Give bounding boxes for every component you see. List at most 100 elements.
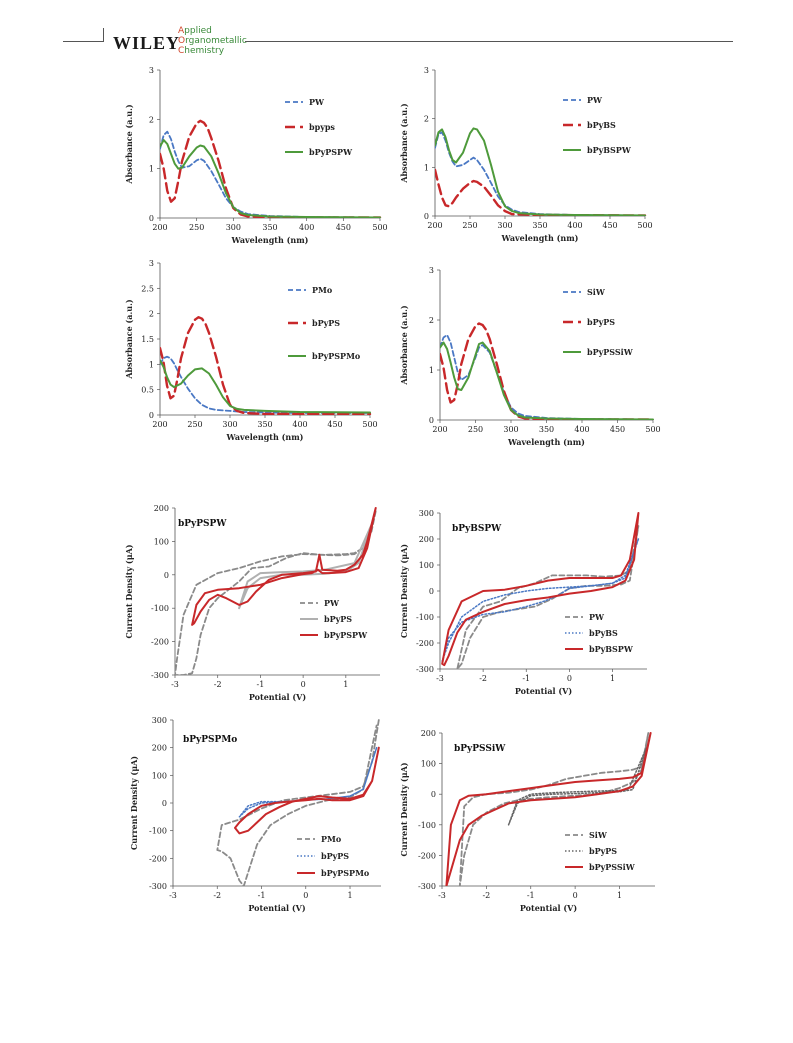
legend-label: SiW: [587, 287, 606, 297]
x-tick-label: 250: [462, 221, 477, 230]
uv-vis-chart-bpybs: 200 250 300 350 400 450 500 0 1 2 3 Wavelength (nm)…: [399, 66, 653, 243]
x-tick-label: -1: [527, 891, 535, 900]
x-tick-label: -3: [171, 680, 179, 689]
x-tick-label: 1: [343, 680, 348, 689]
legend-label: bPyBS: [589, 628, 618, 638]
y-axis-label: Absorbance (a.u.): [399, 305, 409, 386]
plot-area: 200 250 300 350 400 450 500 0 0.5 1 1.5 2 2.5 3 Wavele…: [124, 259, 378, 442]
series-line-pmo: [160, 355, 371, 414]
series-line-pmo: [216, 719, 380, 886]
x-axis-label: Wavelength (nm): [226, 432, 304, 442]
legend-label: PW: [309, 97, 325, 107]
series-line-bpyps: [160, 316, 372, 415]
series-line-siw: [458, 732, 650, 886]
y-tick-label: 0: [162, 799, 167, 808]
y-tick-label: 100: [419, 561, 434, 570]
y-tick-label: 0: [429, 416, 434, 425]
series-line-bpybspw: [441, 512, 640, 667]
series-line-bpypssiw: [445, 732, 652, 886]
legend-label: PMo: [312, 285, 333, 295]
y-axis-label: Absorbance (a.u.): [399, 103, 409, 184]
chart-title: bPyPSSiW: [454, 744, 506, 754]
y-tick-label: -300: [416, 665, 434, 674]
y-tick-label: -100: [416, 613, 434, 622]
plot-area: -3 -2 -1 0 1 -300 -200 -100 0 100 200 300 Potential …: [399, 509, 647, 696]
uv-vis-chart-pmo: 200 250 300 350 400 450 500 0 0.5 1 1.5 2 2.5 3 Wavele…: [124, 259, 378, 442]
x-tick-label: 500: [372, 223, 387, 232]
cv-chart-bpypspmo: -3 -2 -1 0 1 -300 -200 -100 0 100 200 300 Potential …: [129, 716, 381, 913]
legend-label: bPyPS: [321, 851, 349, 861]
x-tick-label: -1: [257, 680, 265, 689]
x-axis-label: Potential (V): [515, 686, 572, 696]
legend-label: bpyps: [309, 122, 335, 132]
x-tick-label: -2: [214, 680, 222, 689]
y-tick-label: 100: [421, 760, 436, 769]
x-tick-label: 250: [189, 223, 204, 232]
legend-label: SiW: [589, 830, 608, 840]
x-tick-label: 500: [637, 221, 652, 230]
uv-vis-chart-pw: 200 250 300 350 400 450 500 0 1 2 3 Wavelength (nm)…: [124, 66, 388, 245]
y-tick-label: 200: [419, 535, 434, 544]
x-tick-label: 400: [574, 425, 589, 434]
series-line-pw: [160, 130, 381, 218]
cv-chart-bpypspw: -3 -2 -1 0 1 -300 -200 -100 0 100 200 Potential (V)…: [124, 504, 380, 702]
series-line-pw: [175, 510, 377, 675]
chart-title: bPyPSPMo: [183, 735, 237, 745]
y-tick-label: 3: [149, 66, 154, 75]
x-tick-label: 450: [610, 425, 625, 434]
x-tick-label: 1: [347, 891, 352, 900]
y-tick-label: 1.5: [141, 335, 154, 344]
plot-area: 200 250 300 350 400 450 500 0 1 2 3 Wavelength (nm)…: [124, 66, 388, 245]
x-tick-label: 300: [503, 425, 518, 434]
series-line-bpyps: [507, 747, 647, 826]
x-tick-label: 450: [336, 223, 351, 232]
plot-area: -3 -2 -1 0 1 -300 -200 -100 0 100 200 300 Potential …: [129, 716, 381, 913]
y-axis-label: Current Density (μA): [399, 762, 409, 856]
legend-label: bPyPS: [587, 317, 615, 327]
y-tick-label: 0: [149, 411, 154, 420]
y-tick-label: 0: [429, 587, 434, 596]
x-tick-label: 300: [222, 420, 237, 429]
y-axis-label: Current Density (μA): [399, 544, 409, 638]
chart-title: bPyBSPW: [452, 524, 502, 534]
x-tick-label: 1: [617, 891, 622, 900]
y-tick-label: 300: [419, 509, 434, 518]
series-line-siw: [440, 334, 654, 420]
y-tick-label: 1: [429, 366, 434, 375]
y-axis-label: Current Density (μA): [129, 756, 139, 850]
x-tick-label: -2: [482, 891, 490, 900]
chart-title: bPyPSPW: [178, 519, 227, 529]
x-tick-label: 350: [539, 425, 554, 434]
x-axis-label: Wavelength (nm): [507, 437, 585, 447]
x-tick-label: 0: [301, 680, 306, 689]
x-tick-label: 200: [152, 223, 167, 232]
y-tick-label: -300: [151, 671, 169, 680]
x-tick-label: -3: [438, 891, 446, 900]
legend-label: bPyPSPMo: [312, 351, 361, 361]
y-tick-label: 0: [431, 790, 436, 799]
x-tick-label: 500: [645, 425, 660, 434]
legend-label: PW: [589, 612, 605, 622]
series-line-bpybspw: [435, 127, 646, 216]
legend-label: PW: [324, 598, 340, 608]
x-axis-label: Wavelength (nm): [231, 235, 309, 245]
y-tick-label: -100: [151, 604, 169, 613]
y-tick-label: -100: [149, 827, 167, 836]
y-tick-label: 2: [149, 310, 154, 319]
legend-label: bPyPSSiW: [589, 862, 636, 872]
x-axis-label: Potential (V): [248, 903, 305, 913]
y-tick-label: 100: [152, 771, 167, 780]
plot-area: 200 250 300 350 400 450 500 0 1 2 3 Wavelength (nm)…: [399, 66, 653, 243]
y-tick-label: 3: [149, 259, 154, 268]
cv-chart-bpypssiw: -3 -2 -1 0 1 -300 -200 -100 0 100 200 Potential (V)…: [399, 729, 655, 913]
x-tick-label: 250: [468, 425, 483, 434]
legend-label: PMo: [321, 834, 342, 844]
uv-vis-chart-siw: 200 250 300 350 400 450 500 0 1 2 3 Wavelength (nm)…: [399, 266, 661, 447]
y-tick-label: 2: [424, 115, 429, 124]
series-line-bpybs: [435, 168, 647, 216]
y-tick-label: 1: [149, 360, 154, 369]
x-tick-label: 350: [262, 223, 277, 232]
x-tick-label: -2: [213, 891, 221, 900]
y-tick-label: 200: [152, 744, 167, 753]
legend-label: bPyBSPW: [587, 145, 632, 155]
